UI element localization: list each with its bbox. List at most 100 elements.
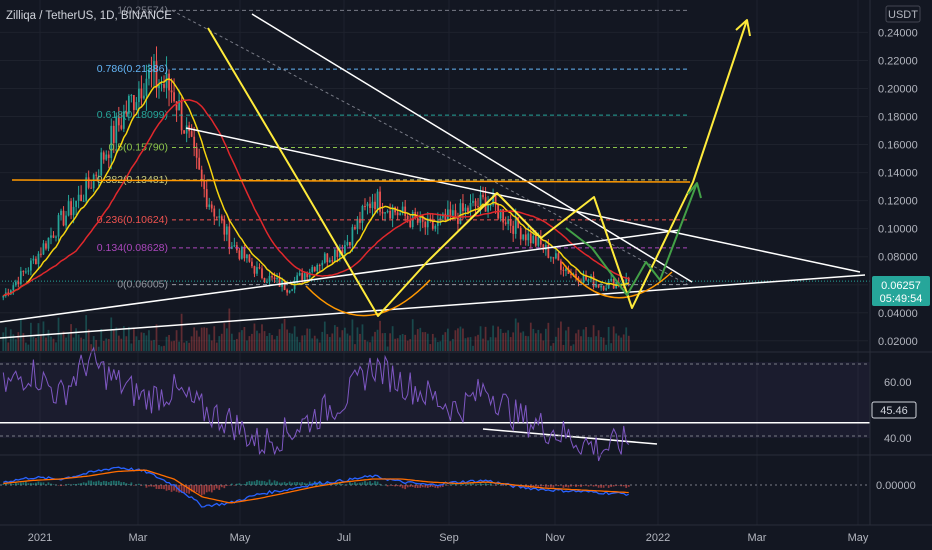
macd-histogram-bar [45, 484, 47, 485]
volume-bar [30, 322, 32, 351]
wedge-top-trendline[interactable] [251, 13, 693, 283]
symbol-title[interactable]: Zilliqa / TetherUS, 1D, BINANCE [6, 10, 172, 22]
macd-histogram-bar [527, 485, 530, 487]
volume-bar [306, 328, 309, 351]
macd-histogram-bar [230, 483, 233, 485]
candle-body [504, 222, 507, 224]
macd-histogram-bar [389, 485, 391, 486]
macd-histogram-bar [77, 483, 80, 485]
candle-body [276, 277, 278, 280]
x-tick-label: Jul [337, 532, 351, 544]
support-trendline[interactable] [0, 274, 866, 339]
macd-histogram-bar [577, 485, 580, 487]
candle-body [507, 219, 510, 224]
macd-histogram-bar [37, 481, 40, 485]
volume-bar [426, 333, 429, 351]
candle-body [326, 253, 329, 263]
candle-body [248, 254, 251, 262]
y-tick-label: 0.22000 [878, 55, 918, 67]
volume-bar [489, 337, 492, 351]
macd-histogram-bar [107, 482, 110, 485]
candle-body [399, 213, 402, 216]
candle-body [115, 116, 118, 143]
drawings[interactable] [0, 13, 866, 445]
cup-arc-right[interactable] [561, 261, 673, 299]
candle-body [200, 169, 203, 182]
volume-bar [512, 332, 515, 351]
volume-bar [587, 336, 590, 351]
macd-histogram-bar [97, 480, 100, 485]
candle-body [436, 220, 439, 226]
macd-histogram-bar [361, 482, 364, 485]
volume-bar [198, 336, 201, 351]
macd-histogram-bar [567, 485, 570, 488]
volume-bar [14, 339, 17, 351]
fib-level-label: 0.618(0.18099) [97, 109, 168, 121]
candle-body [409, 219, 412, 227]
volume-bar [549, 345, 552, 351]
candle-body [253, 266, 256, 274]
volume-bar [288, 332, 291, 351]
volume-bar [261, 324, 263, 351]
volume-bar [47, 329, 50, 351]
volume-bar [449, 341, 452, 351]
cup-arc-left[interactable] [305, 279, 431, 317]
macd-histogram-bar [160, 485, 163, 489]
volume-bar [389, 333, 391, 351]
volume-bar [399, 335, 402, 351]
macd-histogram-bar [625, 485, 628, 488]
candle-body [376, 191, 379, 210]
rising-trendline[interactable] [0, 229, 681, 323]
volume-bar [625, 327, 628, 351]
volume-bar [12, 334, 15, 351]
candle-body [467, 207, 469, 213]
projection-path-green[interactable] [565, 182, 698, 296]
candle-body [19, 271, 22, 285]
arrow-head-yellow[interactable] [735, 19, 751, 37]
fib-retracement[interactable]: 1(0.25574) 0.786(0.21386) 0.618(0.18099) 0.… [97, 4, 689, 291]
macd-histogram-bar [67, 483, 70, 485]
candle-body [318, 265, 321, 267]
volume-bar [153, 339, 155, 351]
volume-bar [381, 333, 384, 351]
volume-bar [278, 329, 281, 351]
macd-histogram-bar [288, 481, 291, 485]
volume-bar [361, 324, 364, 351]
volume-bar [457, 328, 459, 351]
volume-bar [70, 324, 72, 351]
moving-averages [2, 78, 629, 297]
candle-body [213, 208, 216, 217]
candle-body [529, 233, 532, 244]
candle-body [261, 268, 263, 279]
projection-path-yellow[interactable] [207, 19, 748, 317]
volume-bar [67, 333, 70, 351]
candle-body [472, 200, 474, 203]
volume-bar [286, 329, 288, 351]
macd-histogram-bar [351, 483, 354, 485]
candle-body [208, 204, 211, 207]
currency-button[interactable] [885, 5, 921, 23]
arrow-head-green[interactable] [687, 182, 702, 199]
candle-body [175, 101, 178, 111]
candle-body [60, 210, 62, 216]
macd-histogram-bar [12, 484, 15, 485]
candle-body [72, 206, 75, 216]
candle-body [45, 243, 47, 249]
macd-histogram-bar [344, 484, 346, 486]
volume-bar [577, 329, 580, 351]
macd-histogram-bar [542, 485, 545, 486]
x-tick-label: Mar [748, 532, 767, 544]
falling-trendline[interactable] [185, 127, 861, 273]
candle-body [27, 270, 30, 272]
resistance-line[interactable] [11, 179, 691, 183]
volume-bar [127, 326, 130, 351]
volume-bar [163, 345, 165, 351]
candle-body [401, 206, 404, 214]
macd-histogram-bar [436, 485, 439, 489]
volume-bar [205, 327, 208, 351]
macd-histogram-bar [544, 485, 547, 488]
macd-histogram-bar [125, 483, 128, 485]
macd-histogram-bar [173, 485, 175, 491]
candle-body [37, 253, 40, 265]
